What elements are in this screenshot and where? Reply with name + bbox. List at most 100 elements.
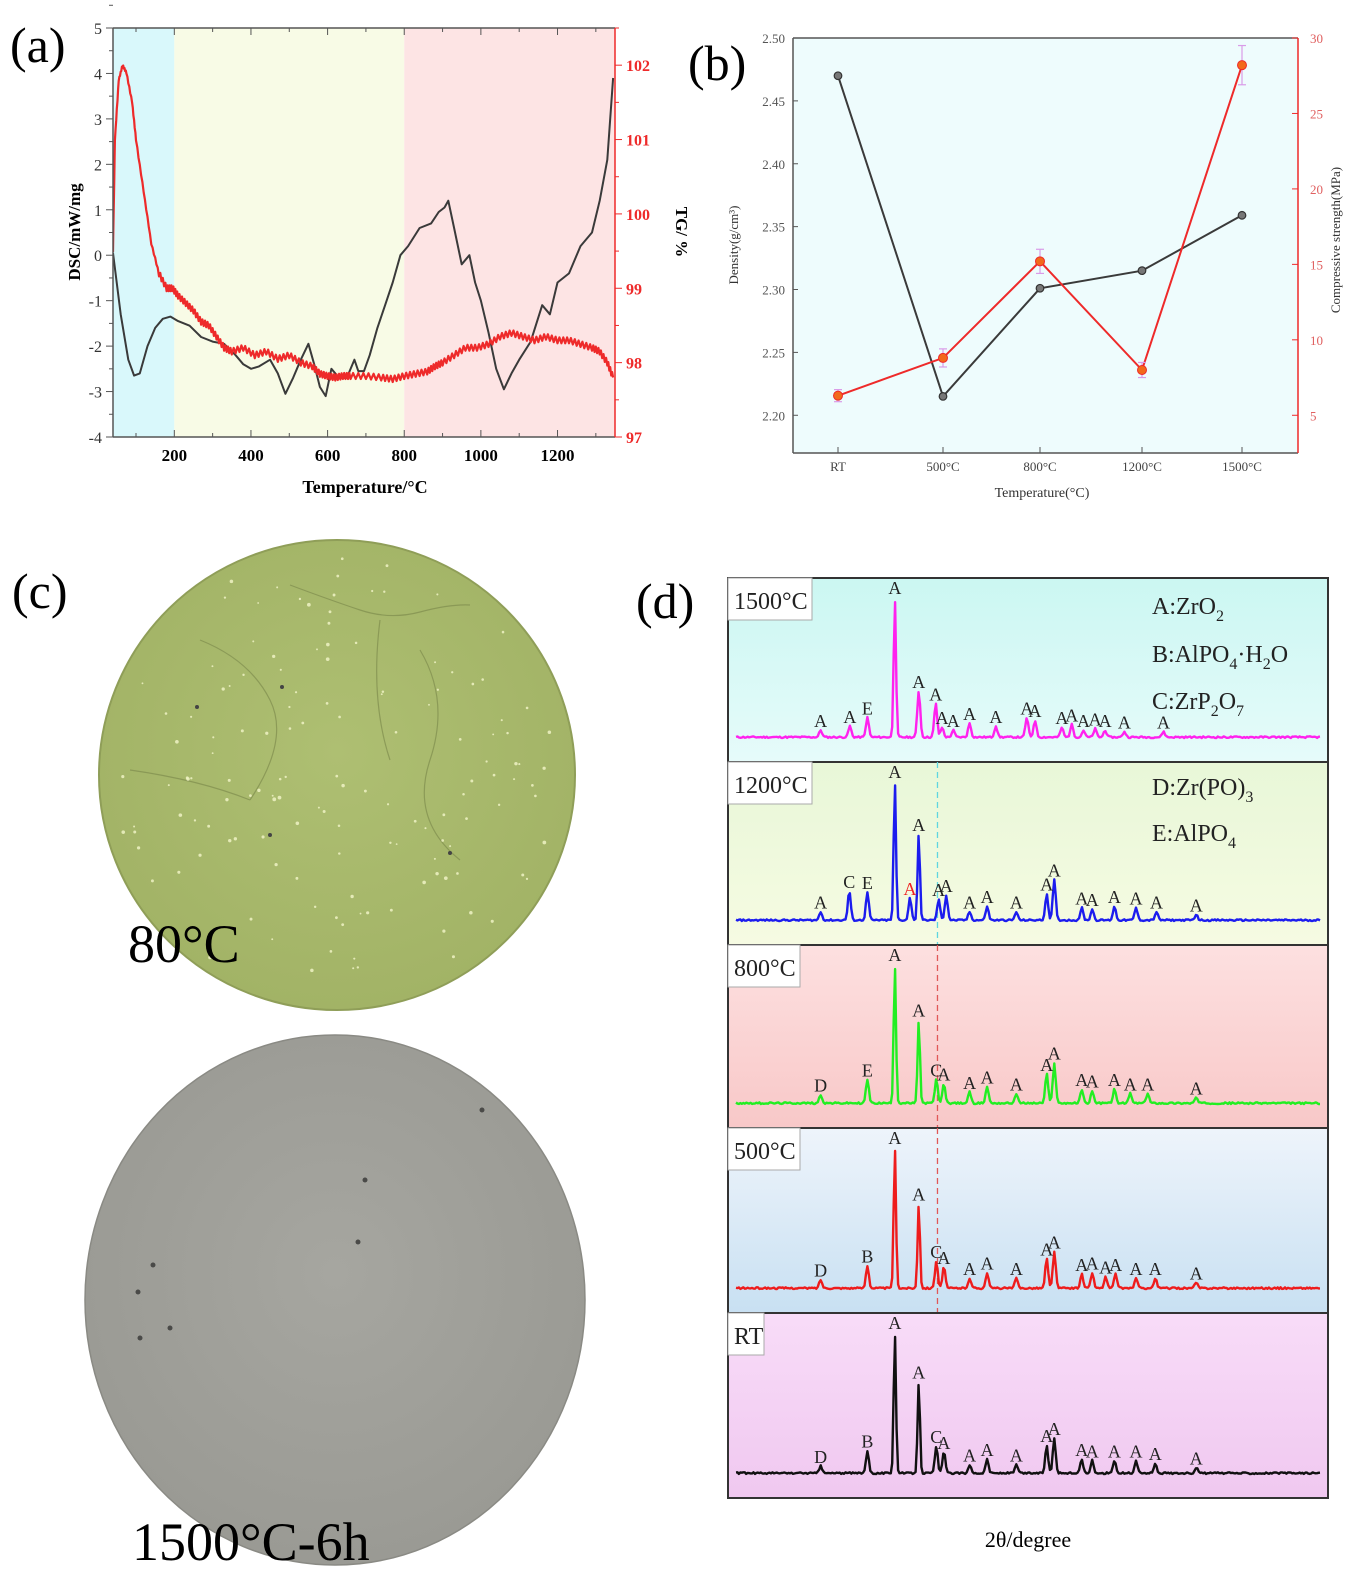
speck [433,857,436,860]
speck [278,777,282,781]
speck [542,840,547,845]
y-tick-label: 1 [94,203,102,220]
peak-label: A [963,1259,976,1279]
speck [277,795,282,800]
y-tick-label: 2.35 [762,220,785,235]
speck [359,912,362,915]
peak-label: A [981,1253,994,1273]
dark-speck [268,833,272,837]
subscript: 2 [1211,703,1219,720]
peak-label: A [981,1440,994,1460]
peak-label: A [1089,710,1102,730]
peak-label: C [843,872,855,892]
legend-entry: C:ZrP2O7 [1152,689,1244,720]
peak-label: A [947,711,960,731]
speck [198,853,202,857]
legend-entry: B:AlPO4·H2O [1152,642,1288,673]
speck [497,803,501,807]
peak-label: A [1065,705,1078,725]
speck [462,793,465,796]
x-tick-label: 1200 [541,446,575,465]
region-2 [404,28,615,437]
speck [249,917,253,921]
speck [121,830,126,834]
speck [385,564,389,568]
speck [233,837,238,841]
speck [322,809,326,813]
speck [383,590,386,593]
speck [257,788,261,793]
temperature-label: 1500°C [734,589,808,615]
phase-legend: A:ZrO2B:AlPO4·H2OC:ZrP2O7D:Zr(PO)3E:AlPO… [1152,594,1288,852]
peak-label: A [888,762,901,782]
speck [271,794,274,797]
series-tg-line [113,64,615,384]
speck [175,739,179,744]
speck [338,715,341,719]
speck [531,784,534,787]
speck [363,789,367,793]
temperature-label-box [727,1127,801,1171]
x-tick-label: 500°C [926,459,959,474]
peak-label: D [814,1076,827,1096]
y-tick-label: 2 [94,157,102,174]
y2-tick-label: 100 [626,207,650,224]
speck [341,923,345,927]
peak-label: A [1157,712,1170,732]
peak-label: A [963,1073,976,1093]
y-tick-label: 2.25 [762,345,785,360]
region-1 [174,28,405,437]
speck [295,876,299,880]
chart-a-series [113,64,615,398]
legend-key: C: [1152,689,1175,715]
peak-label: A [1040,1055,1053,1075]
peak-label: A [1075,1440,1088,1460]
y-tick-label: -2 [89,339,102,356]
speck [317,806,320,809]
peak-label: A [1150,893,1163,913]
formula-part: AlPO [1175,642,1230,668]
x-tick-label: 1500°C [1222,459,1262,474]
peak-label: D [814,1261,827,1281]
speck [276,586,279,589]
photo-label-1500c: 1500°C-6h [132,1512,370,1572]
speck [133,825,136,828]
speck [350,894,354,899]
y2-tick-label: 30 [1310,31,1323,46]
formula-part: AlPO [1173,821,1228,847]
subscript: 7 [1236,703,1244,720]
x-tick-label: 800 [391,446,417,465]
speck [185,776,189,780]
speck [371,589,374,593]
temperature-label: RT [734,1324,764,1350]
chart-b-plot-area [793,38,1298,453]
peak-label: A [1048,861,1061,881]
speck [441,839,445,842]
density-point [833,71,843,81]
xrd-pattern-line [735,1149,1320,1291]
region-0 [113,28,175,437]
legend-key: E: [1152,821,1173,847]
speck [436,593,439,596]
peak-label: A [1130,1441,1143,1461]
peak-label: B [861,1431,873,1451]
peak-label: A [843,707,856,727]
y-tick-label: 4 [94,66,102,83]
speck [133,830,137,834]
peak-label: A [1029,701,1042,721]
chart-a-ylabel: DSC/mW/mg [65,183,84,281]
peak-label: A [1010,1074,1023,1094]
speck [332,593,336,597]
speck [434,661,437,664]
strength-point [1137,365,1147,375]
peak-label: A [1190,895,1203,915]
legend-key: D: [1152,775,1176,801]
speck [458,738,462,741]
panel-label-d: (d) [636,573,694,629]
peak-label: A [1075,1255,1088,1275]
x-tick-label: 1200°C [1122,459,1162,474]
peak-label: A [1149,1444,1162,1464]
panel-label-c: (c) [12,563,68,619]
peak-label: A [814,711,827,731]
